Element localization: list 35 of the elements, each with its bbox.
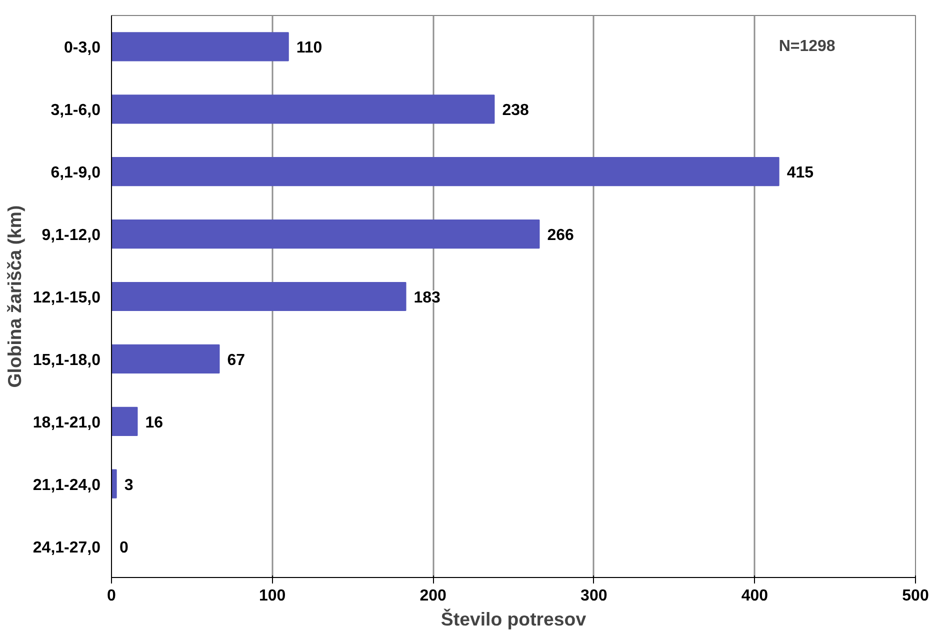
x-tick-label: 100: [258, 588, 286, 604]
y-tick-label: 24,1-27,0: [32, 539, 101, 556]
y-tick-label: 6,1-9,0: [50, 164, 101, 182]
data-label: 0: [120, 539, 128, 556]
bar: [112, 157, 780, 186]
data-label: 16: [145, 414, 164, 432]
annotation: N=1298: [778, 38, 836, 56]
data-label: 415: [786, 164, 814, 182]
bar: [112, 94, 495, 124]
x-tick-label: 400: [741, 588, 768, 604]
bar: [112, 220, 540, 249]
data-label: 110: [296, 40, 322, 57]
bar: [112, 469, 117, 498]
y-tick-label: 0-3,0: [64, 40, 101, 57]
bar: [112, 282, 406, 312]
y-axis-title: Globina žarišča (km): [4, 205, 25, 388]
x-tick-label: 500: [902, 588, 929, 604]
y-tick-label: 21,1-24,0: [32, 476, 101, 494]
y-tick-label: 18,1-21,0: [32, 414, 101, 432]
data-label: 238: [502, 102, 529, 120]
data-label: 67: [227, 352, 246, 369]
y-tick-label: 15,1-18,0: [32, 352, 101, 369]
y-tick-label: 9,1-12,0: [42, 227, 101, 244]
y-tick-label: 3,1-6,0: [50, 102, 101, 120]
bar: [112, 406, 138, 436]
x-tick-label: 0: [107, 588, 116, 604]
data-label: 183: [414, 290, 441, 306]
x-tick-label: 300: [580, 588, 608, 604]
x-axis-title: Število potresov: [440, 608, 587, 630]
x-tick-label: 200: [420, 588, 447, 604]
y-tick-label: 12,1-15,0: [32, 290, 101, 306]
bar: [112, 32, 289, 62]
bar: [112, 344, 220, 374]
data-label: 3: [124, 476, 134, 494]
data-label: 266: [547, 227, 574, 244]
